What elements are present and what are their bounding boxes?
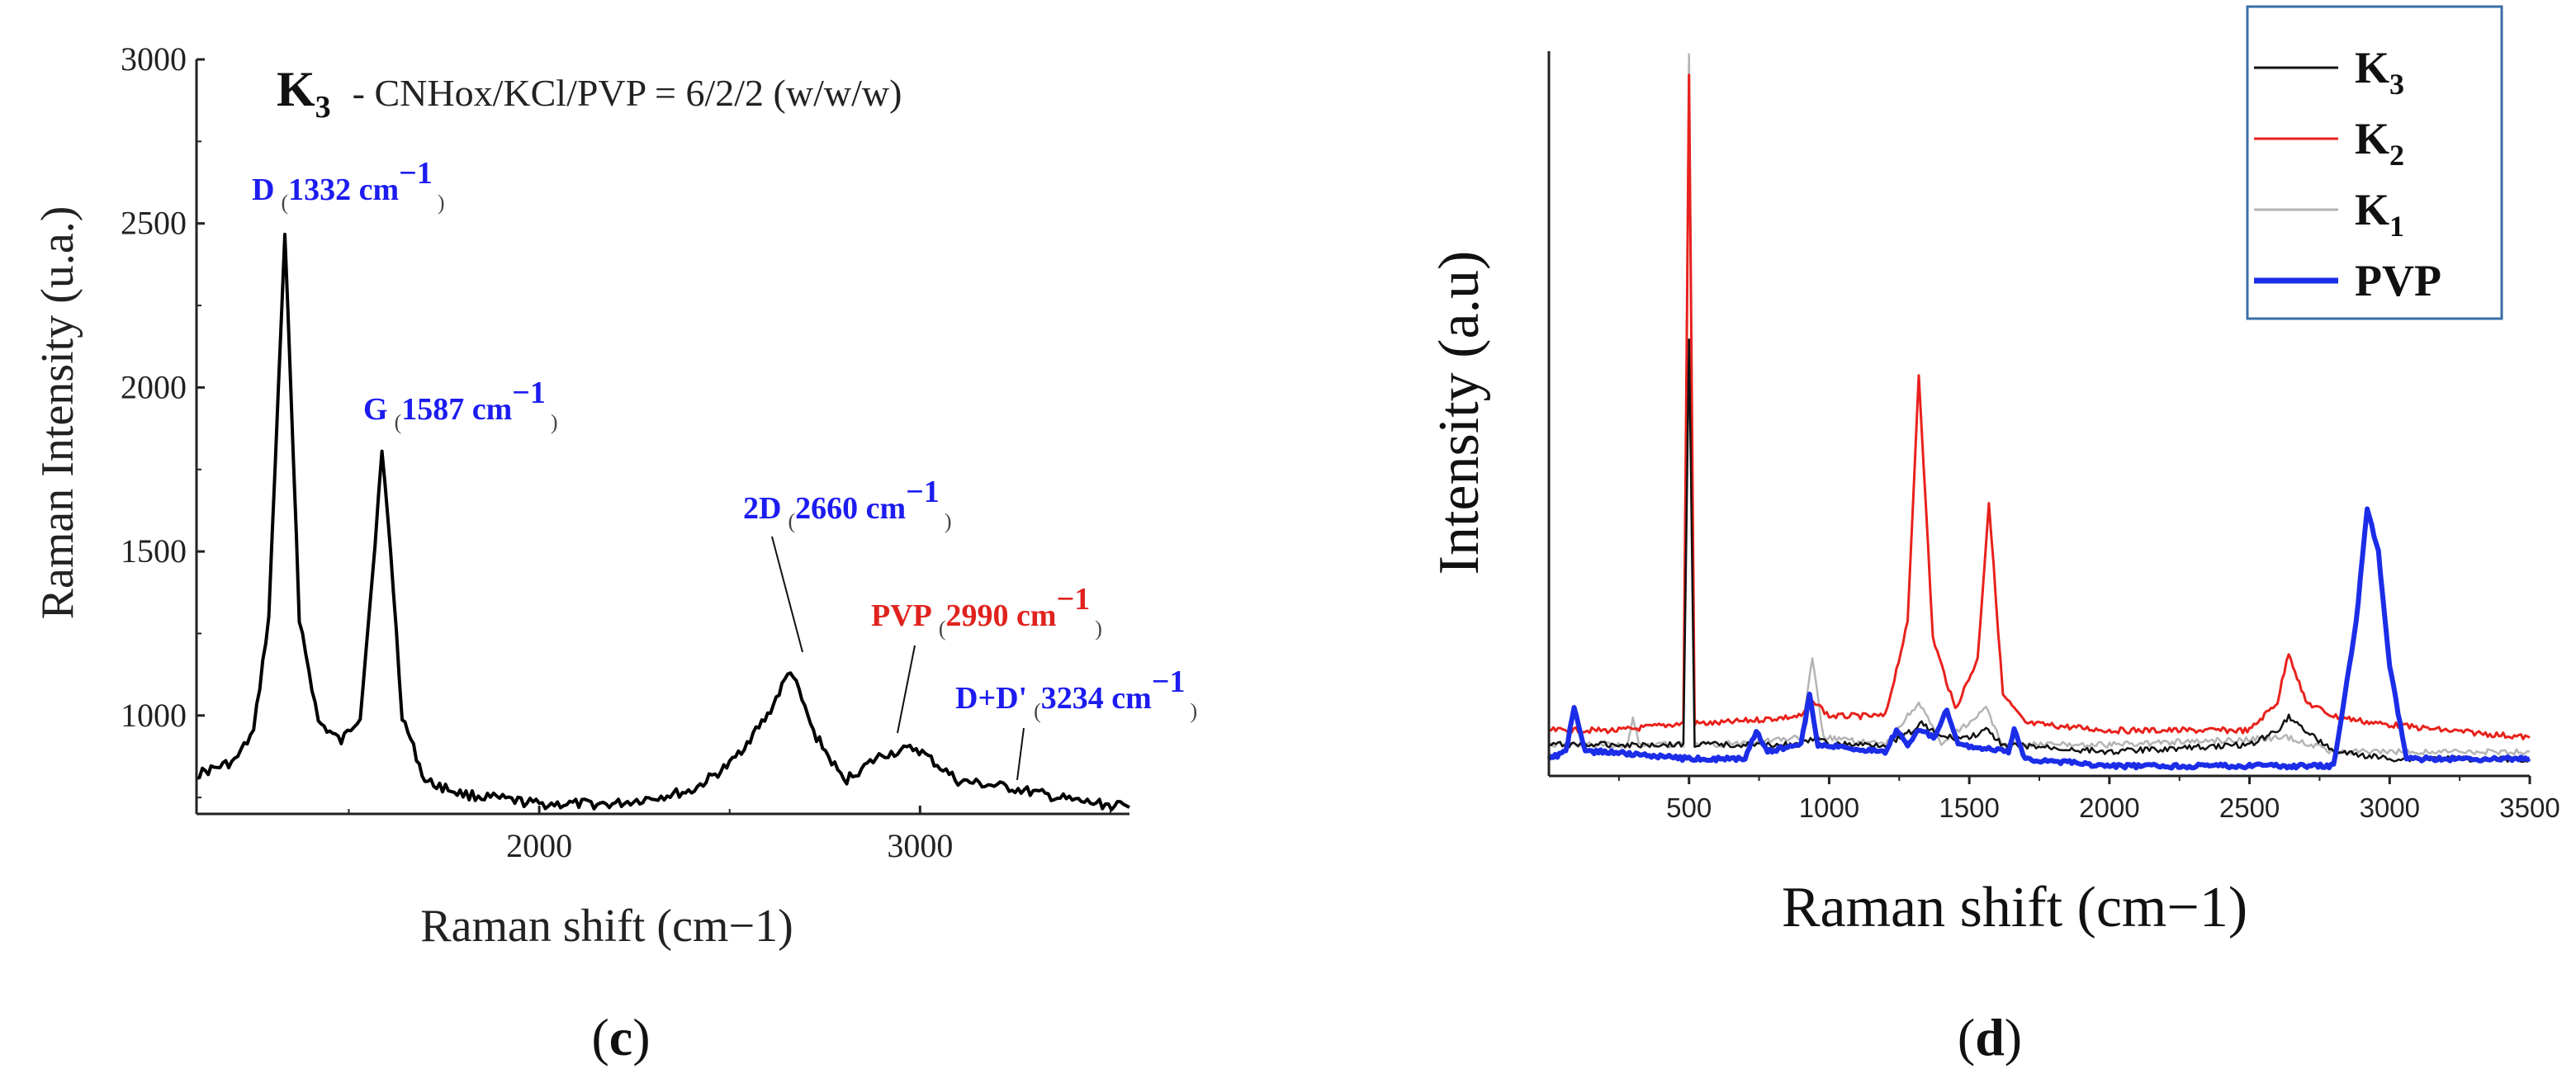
annotation-d: D (1332 cm−1) bbox=[252, 156, 444, 215]
annotation-dd-value: 3234 cm bbox=[1041, 681, 1152, 716]
chart-c-title-text: - CNHox/KCl/PVP = 6/2/2 (w/w/w) bbox=[353, 72, 902, 114]
annotation-2d-label: 2D bbox=[743, 491, 781, 526]
legend-label-pvp: PVP bbox=[2355, 256, 2441, 305]
chart-d: 500 1000 1500 2000 2500 3000 3500 Raman shift … bbox=[1428, 5, 2560, 1066]
chart-c-y-axis-title: Raman Intensity (u.a.) bbox=[32, 206, 83, 620]
panel-label-d: (d) bbox=[1958, 1008, 2022, 1066]
x-tick-label: 2000 bbox=[506, 827, 572, 864]
annotation-dd-arrow bbox=[1016, 727, 1025, 781]
chart-d-plot-area bbox=[1546, 53, 2531, 771]
annotation-pvp-arrow bbox=[897, 645, 916, 734]
svg-text:D(1332 cm−1): D (1332 cm−1) bbox=[252, 156, 444, 215]
chart-c-title: K3 - CNHox/KCl/PVP = 6/2/2 (w/w/w) bbox=[277, 62, 902, 125]
y-tick-label: 2000 bbox=[121, 368, 187, 405]
series-line-k2 bbox=[1548, 73, 2531, 740]
svg-text:2D(2660 cm−1): 2D (2660 cm−1) bbox=[743, 475, 951, 533]
annotation-pvp-label: PVP bbox=[871, 598, 932, 633]
x-tick-label: 3000 bbox=[887, 827, 953, 864]
annotation-2d-value: 2660 cm bbox=[795, 491, 906, 526]
annotation-g-label: G bbox=[363, 392, 388, 427]
svg-text:PVP(2990 cm−1): PVP (2990 cm−1) bbox=[871, 582, 1102, 641]
annotation-2d: 2D (2660 cm−1) bbox=[743, 475, 951, 653]
annotation-2d-arrow bbox=[771, 536, 803, 653]
x-tick-label: 2500 bbox=[2219, 792, 2280, 823]
panel-label-c: (c) bbox=[591, 1008, 650, 1066]
series-line-k3 bbox=[1548, 338, 2531, 764]
svg-text:G(1587 cm−1): G (1587 cm−1) bbox=[363, 376, 558, 434]
chart-c-title-subscript: 3 bbox=[315, 90, 331, 125]
y-tick-label: 3000 bbox=[121, 40, 187, 78]
y-tick-label: 1500 bbox=[121, 532, 187, 570]
chart-c: 1000 1500 2000 2500 3000 2000 3000 Raman shift… bbox=[32, 40, 1197, 1066]
chart-c-ticks: 1000 1500 2000 2500 3000 2000 3000 bbox=[121, 40, 1111, 864]
chart-d-ticks: 500 1000 1500 2000 2500 3000 3500 bbox=[1617, 776, 2560, 823]
chart-c-title-symbol: K bbox=[277, 62, 315, 116]
annotation-g-value: 1587 cm bbox=[401, 392, 512, 427]
series-line-pvp bbox=[1546, 506, 2531, 771]
series-line-k3 bbox=[196, 232, 1130, 811]
x-tick-label: 500 bbox=[1666, 792, 1712, 823]
annotation-dd-label: D+D' bbox=[955, 681, 1027, 716]
annotation-d-value: 1332 cm bbox=[288, 173, 399, 207]
y-tick-label: 2500 bbox=[121, 205, 187, 242]
x-tick-label: 3000 bbox=[2360, 792, 2420, 823]
chart-d-legend: K3 K2 K1 PVP bbox=[2246, 5, 2503, 320]
chart-c-plot-area bbox=[196, 232, 1130, 811]
chart-c-x-axis-title: Raman shift (cm−1) bbox=[420, 901, 793, 952]
chart-d-y-axis-title: Intensity (a.u) bbox=[1428, 251, 1491, 575]
svg-text:D+D'(3234 cm−1): D+D' (3234 cm−1) bbox=[955, 664, 1197, 723]
x-tick-label: 1000 bbox=[1799, 792, 1859, 823]
annotation-g: G (1587 cm−1) bbox=[363, 376, 558, 434]
annotation-d-label: D bbox=[252, 173, 274, 207]
x-tick-label: 2000 bbox=[2079, 792, 2139, 823]
x-tick-label: 1500 bbox=[1939, 792, 1999, 823]
annotation-pvp: PVP (2990 cm−1) bbox=[871, 582, 1102, 734]
legend-label-k2: K2 bbox=[2355, 114, 2404, 172]
chart-d-x-axis-title: Raman shift (cm−1) bbox=[1782, 876, 2247, 939]
annotation-pvp-value: 2990 cm bbox=[946, 598, 1057, 633]
legend-box bbox=[2246, 5, 2503, 320]
y-tick-label: 1000 bbox=[121, 697, 187, 734]
legend-label-k1: K1 bbox=[2355, 185, 2404, 243]
x-tick-label: 3500 bbox=[2499, 792, 2559, 823]
legend-label-k3: K3 bbox=[2355, 43, 2404, 101]
annotation-d-d-prime: D+D' (3234 cm−1) bbox=[955, 664, 1197, 781]
